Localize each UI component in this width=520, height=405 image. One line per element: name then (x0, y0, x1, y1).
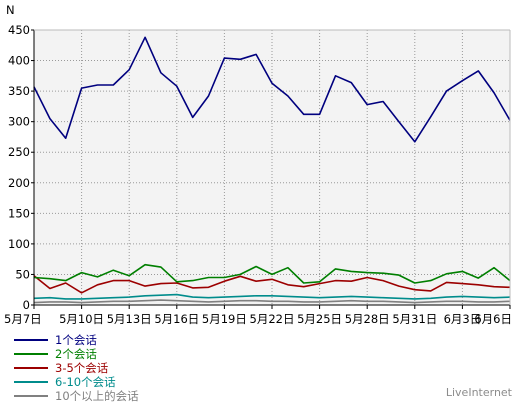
legend-swatch (14, 353, 48, 355)
y-tick-label: 350 (8, 84, 30, 98)
series-line-2 (33, 263, 511, 284)
legend-label: 3-5个会话 (55, 361, 109, 375)
x-tick-label: 6月6日 (474, 312, 512, 326)
x-tick-label: 5月28日 (345, 312, 390, 326)
brand-text[interactable]: LiveInternet (445, 386, 512, 399)
y-tick-label: 0 (23, 298, 30, 312)
plot-area (34, 30, 510, 305)
y-tick-label: 100 (8, 237, 30, 251)
series-line-5 (33, 299, 511, 304)
y-axis-label: N (6, 3, 15, 17)
x-tick-label: 5月10日 (59, 312, 104, 326)
x-tick-labels: 5月7日 5月10日 5月13日 5月16日 5月19日 5月22日 5月25日 5月28日 5… (4, 305, 512, 326)
y-tick-label: 450 (8, 23, 30, 37)
legend-label: 6-10个会话 (55, 375, 116, 389)
y-tick-label: 150 (8, 206, 30, 220)
legend-label: 10个以上的会话 (55, 389, 139, 403)
series-line-3 (33, 275, 511, 294)
x-tick-label: 5月7日 (4, 312, 42, 326)
x-tick-label: 5月25日 (297, 312, 342, 326)
legend-swatch (14, 381, 48, 383)
x-tick-label: 6月3日 (444, 312, 482, 326)
x-tick-label: 5月16日 (154, 312, 199, 326)
x-tick-label: 5月31日 (392, 312, 437, 326)
legend-label: 1个会话 (55, 333, 97, 347)
series-line-4 (33, 293, 511, 300)
plot-background (34, 30, 510, 305)
y-tick-label: 250 (8, 145, 30, 159)
legend-label: 2个会话 (55, 347, 97, 361)
x-tick-label: 5月13日 (107, 312, 152, 326)
legend-swatch (14, 339, 48, 341)
y-tick-label: 400 (8, 54, 30, 68)
x-tick-label: 5月19日 (202, 312, 247, 326)
y-tick-label: 300 (8, 115, 30, 129)
y-tick-label: 50 (15, 267, 30, 281)
y-tick-labels: 0 50 100 150 200 250 300 350 400 450 (8, 23, 34, 312)
series-line-1 (33, 36, 511, 143)
y-tick-label: 200 (8, 176, 30, 190)
legend-swatch (14, 395, 48, 397)
x-tick-label: 5月22日 (250, 312, 295, 326)
legend-swatch (14, 367, 48, 369)
series-lines (33, 36, 511, 304)
